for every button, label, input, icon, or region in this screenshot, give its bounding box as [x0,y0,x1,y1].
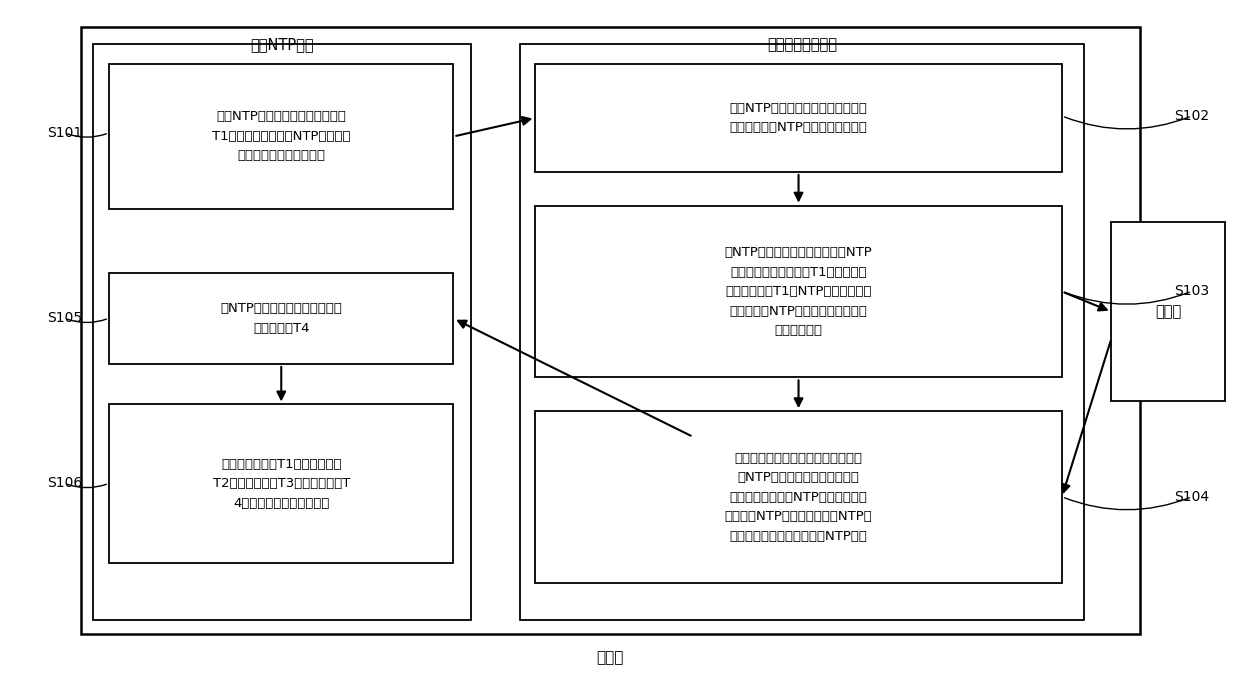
Bar [535,206,1062,377]
Text: 根据第一时间戳T1、第二时间戳
T2、第三时间戳T3、第四时间戳T
4，设定客户端的系统时间: 根据第一时间戳T1、第二时间戳 T2、第三时间戳T3、第四时间戳T 4，设定客户… [213,458,349,510]
Text: 第一NTP模块: 第一NTP模块 [250,37,313,52]
Text: 第一底层驱动模块: 第一底层驱动模块 [767,37,838,52]
Bar [520,44,1084,620]
Text: 填充NTP请求报文中除第一时间戳
T1以外的字段，并将NTP请求报文
发送给第一底层驱动模块: 填充NTP请求报文中除第一时间戳 T1以外的字段，并将NTP请求报文 发送给第一… [212,111,351,162]
Text: 服务器: 服务器 [1155,304,1182,319]
Text: S104: S104 [1175,490,1209,503]
Text: 将NTP请求报文发送时间赋值给NTP
请求报文的第一时间戳T1，并将填充
了第一时间戳T1的NTP请求报文发送
给包括第二NTP模块和第二底层驱动
模块的服务器: 将NTP请求报文发送时间赋值给NTP 请求报文的第一时间戳T1，并将填充 了第一… [725,246,872,337]
Bar [535,64,1062,172]
Text: S102: S102 [1175,109,1209,123]
Bar [81,27,1140,634]
Bar [109,404,453,563]
Bar [535,411,1062,583]
Text: S101: S101 [47,126,82,140]
Text: 接收服务器的第二底层驱动模块反馈
的NTP响应报文，并获取客户端
第二当前时间作为NTP响应报文接收
时间，将NTP响应报文和所述NTP响
应报文接收时间发送给: 接收服务器的第二底层驱动模块反馈 的NTP响应报文，并获取客户端 第二当前时间作… [725,452,872,543]
Text: 客户端: 客户端 [596,650,624,665]
Bar [93,44,471,620]
Text: 接收NTP请求报文，获取客户端第一
当前时间作为NTP请求报文发送时间: 接收NTP请求报文，获取客户端第一 当前时间作为NTP请求报文发送时间 [730,102,867,134]
Text: S106: S106 [47,477,82,490]
Text: 将NTP响应报文接收时间设置为
第四时间戳T4: 将NTP响应报文接收时间设置为 第四时间戳T4 [221,302,342,335]
Bar [1111,222,1225,401]
Bar [109,273,453,364]
Text: S103: S103 [1175,284,1209,298]
Bar [109,64,453,209]
Text: S105: S105 [47,311,82,325]
